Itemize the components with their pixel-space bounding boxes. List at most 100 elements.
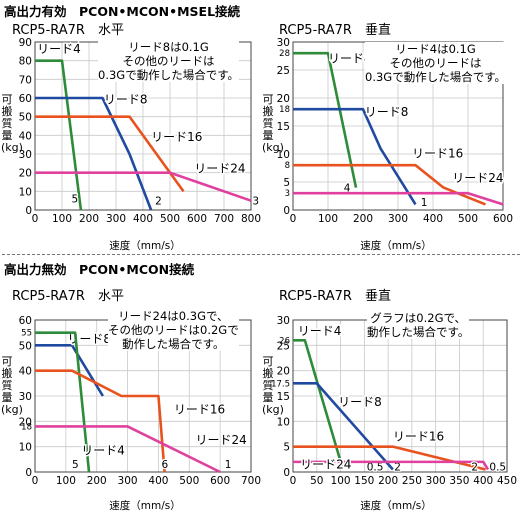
y-tick-label: 5 — [283, 177, 290, 189]
section-title-high-output-on: 高出力有効 PCON•MCON•MSEL接続 — [4, 4, 241, 19]
y-tick-label: 80 — [19, 56, 32, 68]
chart-title: RCP5-RA7R 水平 — [12, 23, 124, 38]
y-tick-label: 70 — [19, 74, 32, 86]
series-label: リード8 — [67, 332, 111, 346]
series-line — [293, 338, 345, 470]
chart-title: RCP5-RA7R 垂直 — [279, 23, 391, 38]
section-title-high-output-off: 高出力無効 PCON•MCON接続 — [4, 262, 195, 277]
series-end-label: 5 — [71, 194, 78, 206]
x-tick-label: 600 — [210, 475, 230, 487]
x-tick-label: 50 — [310, 475, 323, 487]
chart-panel-vertical-high: RCP5-RA7R 垂直 0 100 200 300 400 500 600 0 5 10 15 20… — [261, 0, 522, 254]
series-line — [35, 171, 252, 202]
x-tick-label: 0 — [32, 475, 39, 487]
x-tick-label: 300 — [388, 213, 408, 225]
series-end-label: 1 — [225, 459, 232, 471]
y-tick-label: 25 — [277, 65, 290, 77]
series-end-label: 0.5 — [367, 461, 384, 473]
x-tick-label: 700 — [241, 475, 261, 487]
series-end-label: 2 — [155, 195, 162, 207]
series-line — [35, 59, 83, 211]
y-tick-label: 15 — [277, 121, 290, 133]
x-tick-label: 400 — [133, 213, 153, 225]
y-tick-label-minor: 28 — [279, 49, 290, 59]
series-line — [293, 163, 486, 206]
x-tick-label: 400 — [473, 475, 493, 487]
x-tick-label: 200 — [79, 213, 99, 225]
y-axis-label: 可搬質量(kg) — [1, 355, 23, 416]
y-tick-label-minor: 18 — [21, 422, 32, 432]
x-axis-label: 速度（mm/s） — [360, 500, 432, 512]
y-axis-label: 可搬質量(kg) — [262, 93, 284, 154]
series-label: リード16 — [393, 430, 444, 444]
y-axis-label: 可搬質量(kg) — [262, 355, 284, 416]
series-end-label: 0.5 — [489, 461, 506, 473]
x-tick-label: 100 — [318, 213, 338, 225]
x-tick-label: 800 — [241, 213, 261, 225]
x-tick-label: 300 — [426, 475, 446, 487]
x-tick-label: 500 — [458, 213, 478, 225]
chart-note: リード8は0.1G その他のリードは 0.3Gで動作した場合です。 — [98, 40, 240, 82]
chart-panel-horizontal-std: RCP5-RA7R 水平 0 100 200 300 400 500 600 700 0 10 20… — [0, 256, 261, 512]
x-tick-label: 400 — [423, 213, 443, 225]
y-tick-label: 0 — [283, 467, 290, 479]
y-tick-label: 5 — [283, 442, 290, 454]
x-tick-label: 700 — [214, 213, 234, 225]
x-axis-label: 速度（mm/s） — [109, 240, 181, 252]
x-tick-label: 300 — [106, 213, 126, 225]
y-tick-label-minor: 26 — [279, 336, 290, 346]
x-tick-label: 100 — [52, 213, 72, 225]
x-tick-label: 450 — [497, 475, 517, 487]
chart-plot: 0 100 200 300 400 500 600 700 0 10 20 30 40 50 60 55 18 リ… — [19, 315, 261, 487]
chart-plot: 0 50 100 150 200 250 300 350 400 4500510152025302… — [271, 315, 517, 487]
section-divider — [2, 254, 520, 255]
y-tick-label: 30 — [19, 391, 32, 403]
x-tick-label: 200 — [353, 213, 373, 225]
x-tick-label: 600 — [187, 213, 207, 225]
series-end-label: 3 — [252, 195, 259, 207]
chart-note: グラフは0.2Gで、 動作した場合です。 — [367, 311, 470, 339]
y-tick-label-minor: 18 — [279, 105, 290, 115]
x-axis-label: 速度（mm/s） — [109, 500, 181, 512]
y-tick-label: 20 — [19, 168, 32, 180]
x-tick-label: 200 — [378, 475, 398, 487]
y-tick-label: 10 — [277, 416, 290, 428]
series-line — [35, 115, 185, 193]
x-tick-label: 400 — [148, 475, 168, 487]
series-line — [35, 344, 104, 397]
x-tick-label: 0 — [290, 475, 297, 487]
series-end-label: 2 — [394, 461, 401, 473]
chart-panel-vertical-std: RCP5-RA7R 垂直 0 50 100 150 200 250 300 350 400 450… — [261, 256, 522, 512]
y-tick-label: 50 — [19, 340, 32, 352]
series-line — [293, 107, 417, 206]
chart-panel-horizontal-high: RCP5-RA7R 水平 0 100 200 300 400 500 600 700 800 0 1… — [0, 0, 261, 254]
series-label: リード16 — [174, 403, 225, 417]
y-tick-label: 10 — [19, 442, 32, 454]
x-tick-label: 100 — [331, 475, 351, 487]
chart-note: リード4は0.1G その他のリードは 0.3Gで動作した場合です。 — [365, 42, 507, 84]
y-tick-label: 90 — [19, 37, 32, 49]
series-label: リード16 — [412, 146, 463, 160]
x-tick-label: 250 — [402, 475, 422, 487]
y-tick-label: 40 — [19, 130, 32, 142]
series-line — [35, 425, 221, 474]
x-tick-label: 150 — [354, 475, 374, 487]
y-tick-label: 0 — [25, 467, 32, 479]
y-tick-label: 10 — [277, 149, 290, 161]
chart-plot: 0 100 200 300 400 500 600 700 800 0 10 20 30 40 50 60 70… — [19, 37, 261, 225]
x-tick-label: 200 — [87, 475, 107, 487]
series-end-label: 5 — [72, 459, 79, 471]
y-tick-label: 40 — [19, 366, 32, 378]
series-line — [293, 460, 490, 471]
series-line — [293, 191, 504, 206]
y-tick-label-minor: 3 — [285, 189, 290, 199]
chart-title: RCP5-RA7R 垂直 — [279, 289, 391, 304]
y-tick-label: 0 — [283, 205, 290, 217]
x-tick-label: 100 — [56, 475, 76, 487]
series-end-label: 2 — [471, 461, 478, 473]
series-end-label: 6 — [162, 459, 169, 471]
x-tick-label: 0 — [32, 213, 39, 225]
x-tick-label: 500 — [160, 213, 180, 225]
series-line — [35, 369, 166, 473]
y-tick-label: 30 — [277, 315, 290, 327]
